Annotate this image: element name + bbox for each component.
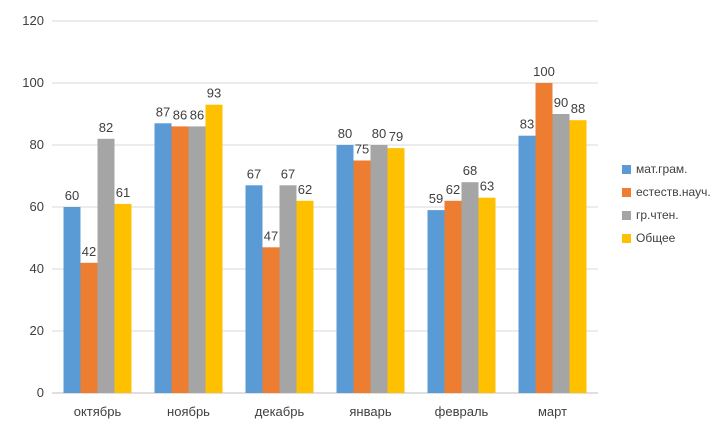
bar [370,145,388,393]
bar [518,135,536,393]
data-label: 63 [480,179,494,194]
data-label: 79 [389,129,403,144]
bar [63,207,81,393]
y-axis-ticks: 0 20 40 60 80 100 120 [22,13,44,400]
bar [387,148,405,393]
legend-label: Общее [636,231,676,245]
data-label: 88 [571,101,585,116]
gridlines [52,20,598,394]
x-category-label: февраль [435,404,489,419]
bar [262,247,280,393]
legend: мат.грам. естеств.науч. гр.чтен. Общее [622,162,711,245]
data-label: 42 [82,244,96,259]
data-label: 80 [338,126,352,141]
data-label: 61 [116,185,130,200]
data-label: 87 [156,104,170,119]
x-category-label: декабрь [255,404,305,419]
data-label: 67 [247,166,261,181]
data-label: 86 [173,107,187,122]
data-label: 47 [264,228,278,243]
data-label: 90 [554,95,568,110]
bar [245,185,263,393]
bar [188,126,206,394]
x-category-label: октябрь [74,404,122,419]
bar [427,210,445,393]
bar [171,126,189,394]
bar [552,114,570,393]
bar [444,200,462,393]
bar [80,262,98,393]
bar [461,182,479,393]
data-label: 93 [207,86,221,101]
data-label: 83 [520,117,534,132]
bar [336,145,354,393]
legend-swatch [622,188,631,197]
data-label: 68 [463,163,477,178]
legend-label: мат.грам. [636,162,687,176]
legend-swatch [622,234,631,243]
y-tick-label: 100 [22,75,44,90]
data-label: 60 [65,188,79,203]
data-label: 62 [298,182,312,197]
y-tick-label: 0 [37,385,44,400]
data-label: 75 [355,142,369,157]
bar [205,104,223,393]
x-axis-categories: октябрь ноябрь декабрь январь февраль март [74,404,567,419]
data-label: 80 [372,126,386,141]
bar [114,203,132,393]
bar [154,123,172,394]
data-label: 67 [281,166,295,181]
bar [478,197,496,393]
legend-label: гр.чтен. [636,208,679,222]
y-tick-label: 120 [22,13,44,28]
x-category-label: март [538,404,567,419]
data-label: 82 [99,120,113,135]
bar [569,120,587,393]
bar [97,138,115,393]
legend-swatch [622,211,631,220]
y-tick-label: 80 [30,137,44,152]
bar [296,200,314,393]
bar [279,185,297,393]
legend-label: естеств.науч. [636,185,711,199]
x-category-label: январь [349,404,391,419]
y-tick-label: 20 [30,323,44,338]
data-label: 62 [446,182,460,197]
legend-swatch [622,165,631,174]
data-label: 59 [429,191,443,206]
y-tick-label: 40 [30,261,44,276]
data-label: 100 [533,64,555,79]
x-category-label: ноябрь [167,404,210,419]
y-tick-label: 60 [30,199,44,214]
data-label: 86 [190,107,204,122]
bar [353,160,371,393]
bar [535,83,553,393]
bars [63,83,587,394]
